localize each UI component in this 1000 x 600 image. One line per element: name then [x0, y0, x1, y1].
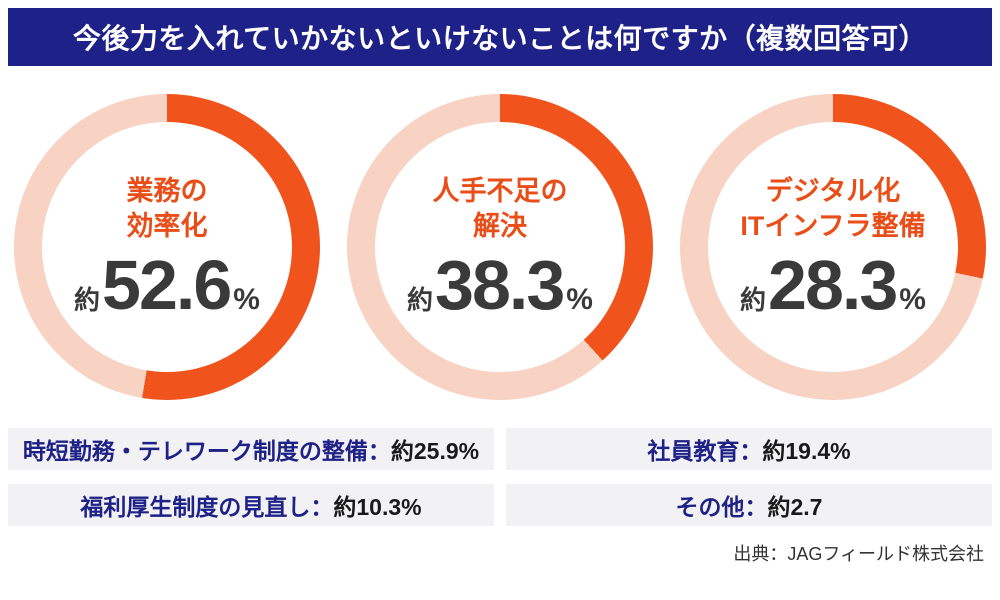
percent-sign: %	[566, 283, 593, 317]
donut-value: 約 28.3 %	[740, 250, 926, 320]
donut-digitalization: デジタル化 ITインフラ整備 約 28.3 %	[680, 94, 986, 400]
donut-percentage: 28.3	[768, 246, 898, 325]
donut-labor-shortage: 人手不足の 解決 約 38.3 %	[347, 94, 653, 400]
secondary-item-label: 時短勤務・テレワーク制度の整備：	[22, 438, 391, 464]
page-title: 今後力を入れていかないといけないことは何ですか（複数回答可）	[72, 23, 928, 54]
donut-percentage: 38.3	[435, 246, 565, 325]
donut-hole: 人手不足の 解決 約 38.3 %	[375, 122, 625, 372]
donut-hole: デジタル化 ITインフラ整備 約 28.3 %	[708, 122, 958, 372]
donut-chart-row: 業務の 効率化 約 52.6 % 人手不足の 解決 約 38.3 % デジタル化…	[0, 66, 1000, 400]
donut-hole: 業務の 効率化 約 52.6 %	[42, 122, 292, 372]
approx-prefix: 約	[74, 285, 101, 316]
donut-value: 約 38.3 %	[407, 250, 593, 320]
approx-prefix: 約	[740, 285, 767, 316]
secondary-item-employee-education: 社員教育： 約19.4%	[506, 428, 992, 470]
secondary-items-grid: 時短勤務・テレワーク制度の整備： 約25.9% 社員教育： 約19.4% 福利厚…	[8, 428, 992, 526]
donut-label: デジタル化 ITインフラ整備	[740, 175, 926, 241]
secondary-item-value: 約2.7	[767, 494, 823, 520]
secondary-item-other: その他： 約2.7	[506, 484, 992, 526]
secondary-item-telework: 時短勤務・テレワーク制度の整備： 約25.9%	[8, 428, 494, 470]
secondary-item-label: その他：	[675, 494, 768, 520]
donut-label: 業務の 効率化	[126, 175, 208, 241]
title-banner: 今後力を入れていかないといけないことは何ですか（複数回答可）	[8, 8, 992, 66]
secondary-item-label: 福利厚生制度の見直し：	[80, 494, 334, 520]
source-credit: 出典：JAGフィールド株式会社	[733, 544, 984, 564]
secondary-item-value: 約25.9%	[390, 438, 480, 464]
secondary-item-value: 約10.3%	[333, 494, 422, 520]
donut-label: 人手不足の 解決	[432, 175, 568, 241]
donut-value: 約 52.6 %	[74, 250, 260, 320]
secondary-item-value: 約19.4%	[762, 438, 851, 464]
approx-prefix: 約	[407, 285, 434, 316]
donut-percentage: 52.6	[102, 246, 232, 325]
secondary-item-welfare: 福利厚生制度の見直し： 約10.3%	[8, 484, 494, 526]
donut-business-efficiency: 業務の 効率化 約 52.6 %	[14, 94, 320, 400]
percent-sign: %	[899, 283, 926, 317]
percent-sign: %	[233, 283, 260, 317]
secondary-item-label: 社員教育：	[647, 438, 763, 464]
